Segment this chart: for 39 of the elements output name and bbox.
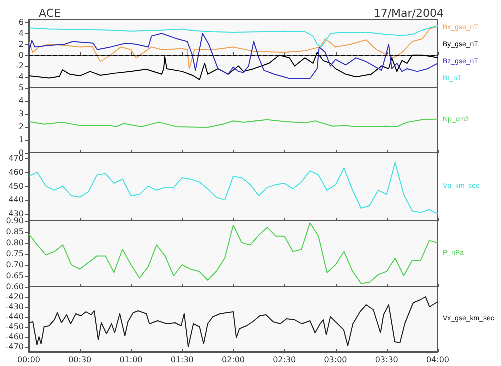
y-tick-label: 4 bbox=[18, 96, 24, 106]
y-tick-label: -440 bbox=[6, 312, 24, 322]
x-tick-label: 03:00 bbox=[324, 356, 348, 364]
y-tick-label: -420 bbox=[6, 292, 24, 302]
y-tick-label: -4 bbox=[16, 72, 24, 82]
y-tick-label: 2 bbox=[18, 122, 24, 132]
y-tick-label: -2 bbox=[16, 62, 24, 71]
y-tick-label: 6 bbox=[18, 18, 24, 28]
y-tick-label: 2 bbox=[18, 40, 24, 49]
y-tick-label: 0.90 bbox=[6, 216, 24, 226]
y-tick-label: 4 bbox=[18, 29, 24, 38]
x-tick-label: 01:30 bbox=[170, 356, 194, 364]
y-tick-label: 0.75 bbox=[6, 250, 24, 258]
y-tick-label: -460 bbox=[6, 332, 24, 342]
y-tick-label: 450 bbox=[8, 182, 24, 191]
y-tick-label: -450 bbox=[6, 322, 24, 332]
chart-title: ACE bbox=[39, 7, 62, 20]
y-tick-label: -470 bbox=[6, 342, 24, 352]
y-tick-label: 460 bbox=[8, 168, 24, 177]
y-tick-label: 5 bbox=[18, 84, 24, 92]
y-tick-label: 3 bbox=[18, 110, 24, 118]
x-tick-label: 03:30 bbox=[375, 356, 398, 364]
y-tick-label: 1 bbox=[18, 136, 24, 144]
x-tick-label: 01:00 bbox=[120, 356, 143, 364]
y-tick-label: 440 bbox=[8, 196, 24, 205]
y-tick-label: -430 bbox=[6, 302, 24, 312]
y-tick-label: 430 bbox=[8, 210, 24, 219]
x-tick-label: 00:00 bbox=[17, 356, 41, 364]
x-tick-label: 02:30 bbox=[273, 356, 296, 364]
y-tick-label: 0.60 bbox=[6, 282, 24, 292]
y-tick-label: 0.80 bbox=[6, 238, 24, 248]
x-tick-label: 02:00 bbox=[222, 356, 246, 364]
y-tick-label: 0.65 bbox=[6, 272, 24, 280]
x-tick-label: 04:00 bbox=[426, 356, 450, 364]
y-tick-label: 0.85 bbox=[6, 228, 24, 236]
y-tick-label: 0.70 bbox=[6, 260, 24, 270]
x-tick-label: 00:30 bbox=[68, 356, 92, 364]
chart-subtitle: 17/Mar/2004 bbox=[374, 7, 444, 20]
y-tick-label: 0 bbox=[18, 50, 24, 60]
